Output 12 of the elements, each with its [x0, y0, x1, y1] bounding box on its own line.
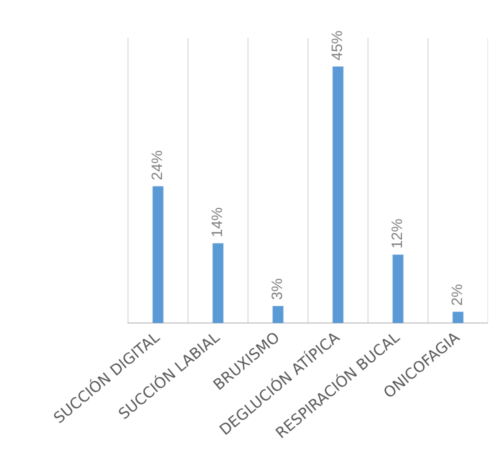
- data-label: 3%: [269, 278, 286, 300]
- data-label: 24%: [149, 150, 166, 180]
- bar: [212, 243, 224, 324]
- data-label: 14%: [209, 207, 226, 238]
- bar: [392, 254, 404, 324]
- bar: [332, 66, 344, 324]
- data-label: 45%: [329, 30, 346, 61]
- bar: [452, 312, 464, 324]
- data-label: 12%: [389, 218, 406, 249]
- data-label: 2%: [449, 284, 466, 306]
- bar: [272, 306, 284, 324]
- bar: [152, 186, 164, 324]
